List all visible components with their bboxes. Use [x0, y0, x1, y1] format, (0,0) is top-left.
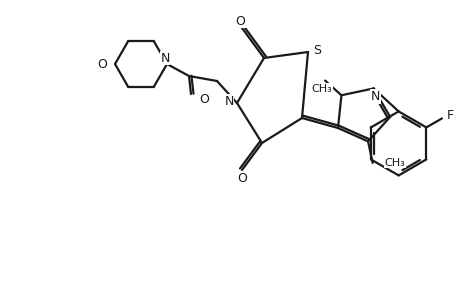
Text: O: O: [235, 14, 244, 28]
Text: O: O: [97, 58, 107, 70]
Text: O: O: [199, 92, 208, 106]
Text: N: N: [160, 52, 169, 64]
Text: O: O: [236, 172, 246, 184]
Text: N: N: [224, 94, 233, 107]
Text: F: F: [446, 109, 453, 122]
Text: S: S: [312, 44, 320, 56]
Text: CH₃: CH₃: [311, 83, 332, 94]
Text: N: N: [370, 90, 380, 103]
Text: CH₃: CH₃: [384, 158, 404, 168]
